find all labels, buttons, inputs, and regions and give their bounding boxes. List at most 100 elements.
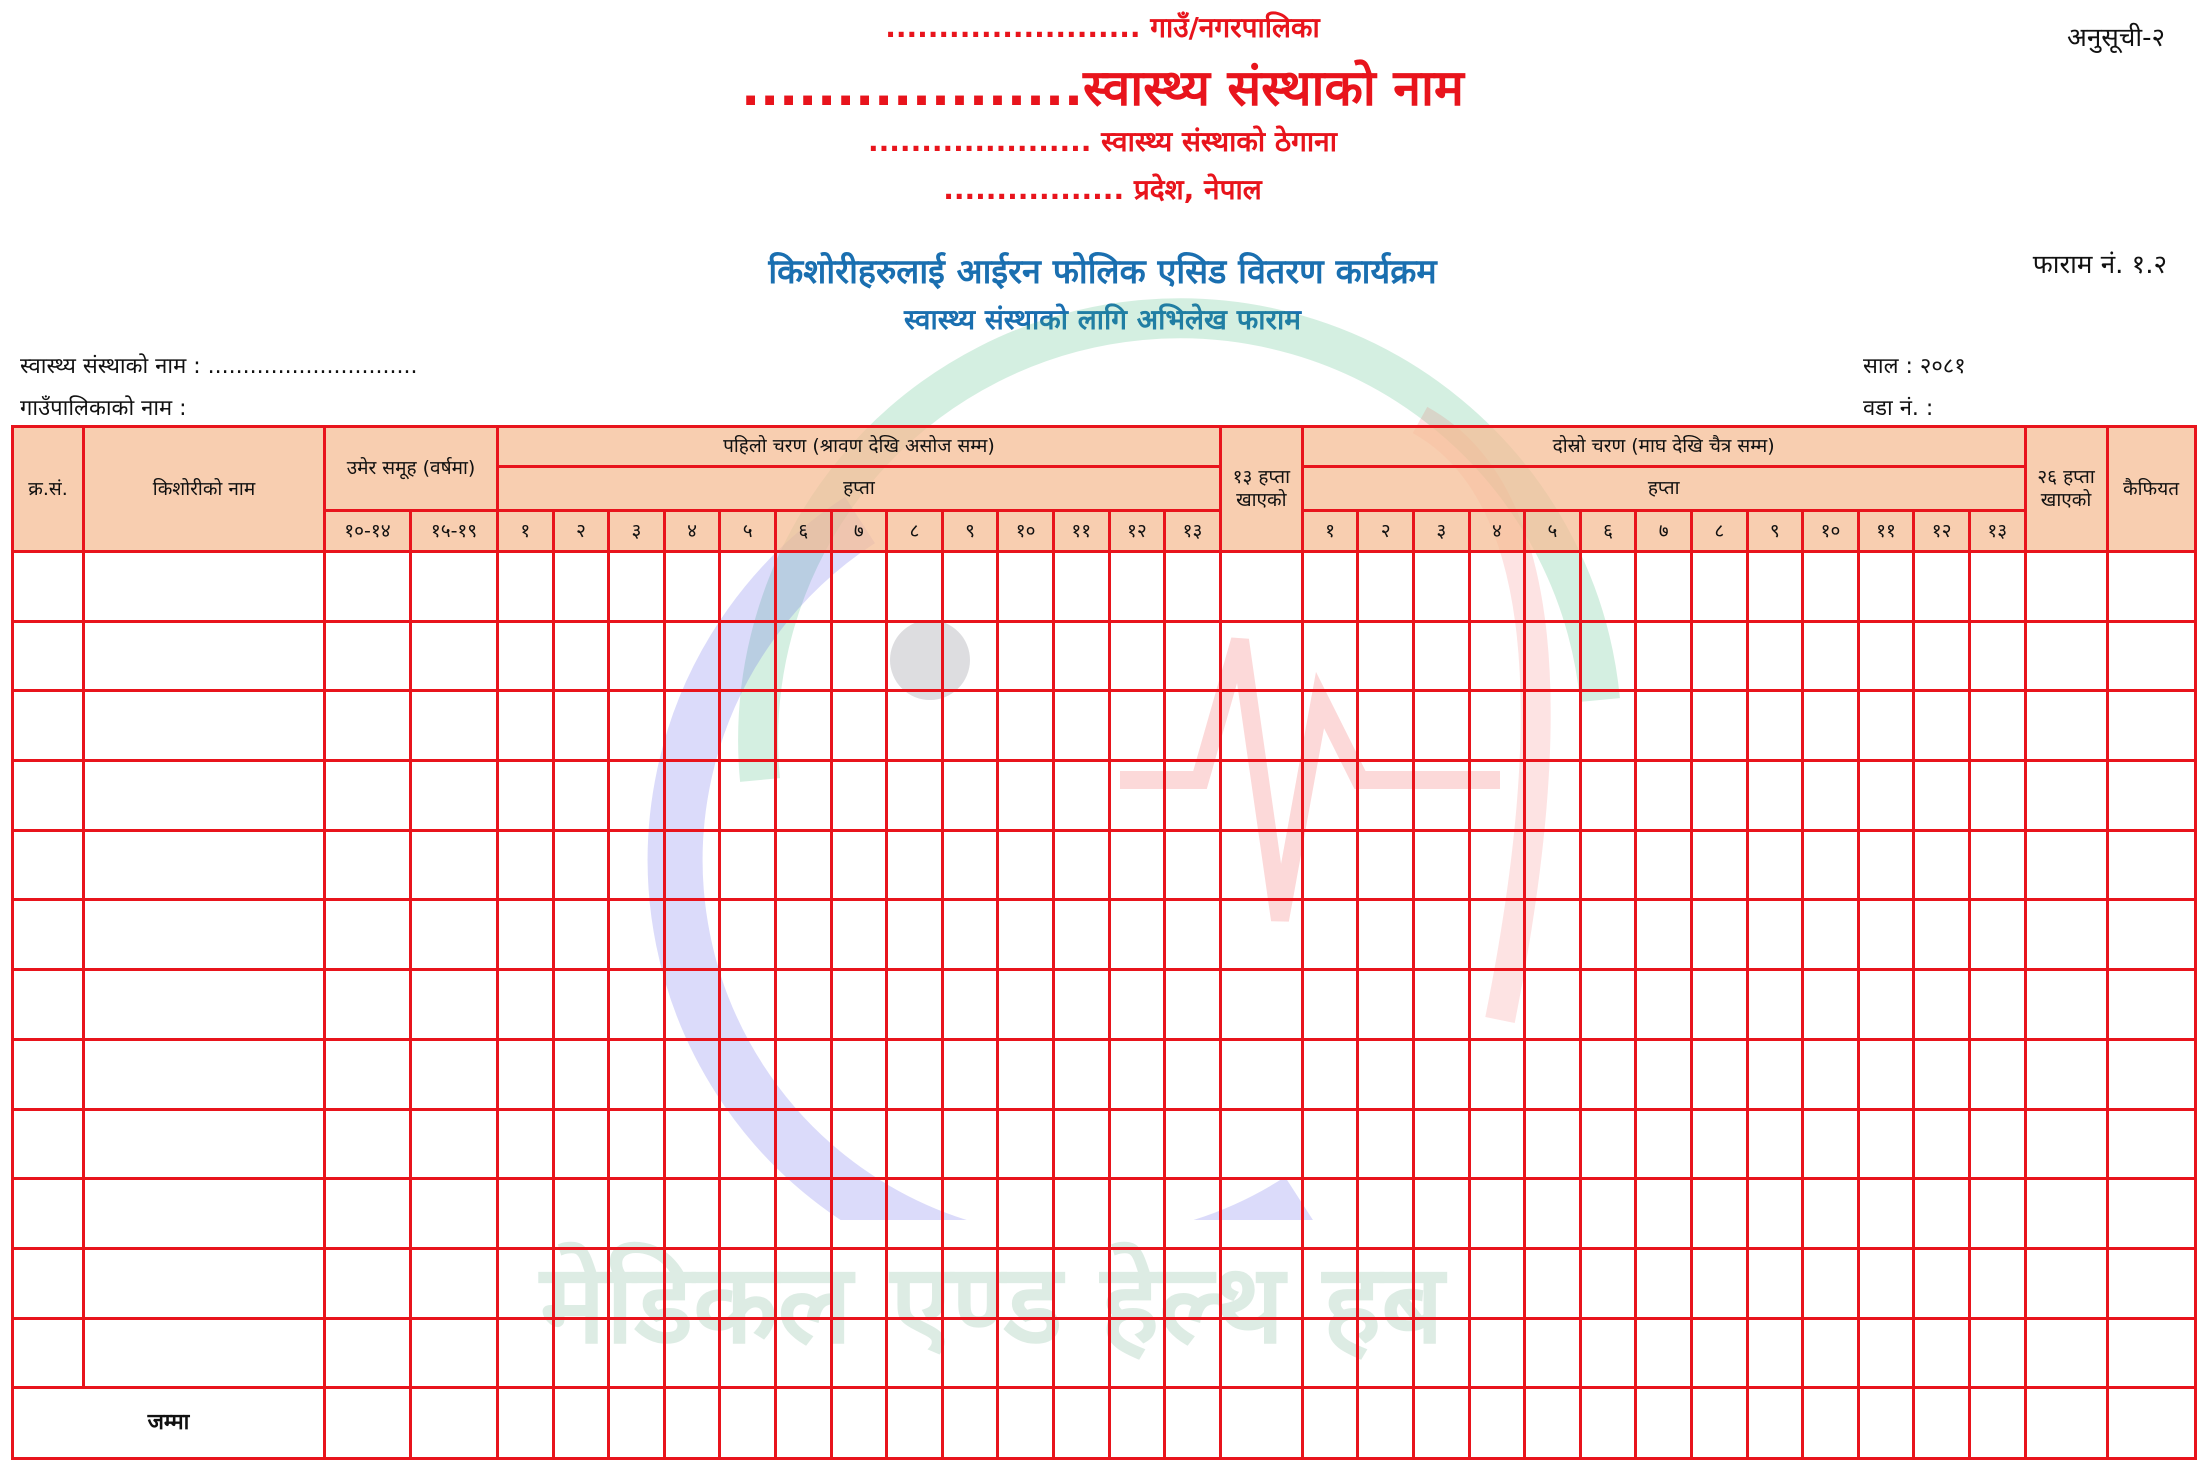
table-cell[interactable] [1218,550,1304,623]
table-cell[interactable] [718,689,777,763]
table-cell[interactable] [551,1107,611,1181]
table-cell[interactable] [1107,1246,1167,1320]
total-cell[interactable] [408,1386,500,1461]
table-cell[interactable] [718,550,777,623]
table-cell[interactable] [496,898,555,972]
table-cell[interactable] [1300,550,1360,623]
total-cell[interactable] [1801,1386,1860,1461]
table-cell[interactable] [1051,550,1111,623]
table-cell[interactable] [1967,1037,2027,1111]
table-cell[interactable] [496,1177,555,1250]
table-cell[interactable] [940,1246,1000,1320]
table-cell[interactable] [996,1246,1055,1320]
table-cell[interactable] [1218,1037,1304,1111]
table-cell[interactable] [1634,1177,1693,1250]
table-cell[interactable] [551,1246,611,1320]
table-cell[interactable] [773,550,833,623]
table-cell[interactable] [1578,759,1638,832]
table-cell[interactable] [11,550,85,623]
table-cell[interactable] [1163,759,1222,832]
table-cell[interactable] [1912,1316,1971,1390]
table-cell[interactable] [1467,689,1527,763]
total-cell[interactable] [1689,1386,1749,1461]
table-cell[interactable] [1163,1316,1222,1390]
table-cell[interactable] [1356,1107,1415,1181]
total-cell[interactable] [323,1386,412,1461]
table-cell[interactable] [1523,898,1582,972]
table-cell[interactable] [1745,619,1805,693]
table-cell[interactable] [1163,1107,1222,1181]
table-cell[interactable] [1300,1177,1360,1250]
table-cell[interactable] [1967,828,2027,902]
table-cell[interactable] [2023,828,2109,902]
table-cell[interactable] [2105,550,2197,623]
table-cell[interactable] [82,1316,326,1390]
table-cell[interactable] [1912,550,1971,623]
table-cell[interactable] [1218,759,1304,832]
table-cell[interactable] [323,1316,412,1390]
table-cell[interactable] [1689,619,1749,693]
total-cell[interactable] [662,1386,722,1461]
table-cell[interactable] [1523,968,1582,1041]
table-cell[interactable] [1634,898,1693,972]
table-cell[interactable] [1107,1107,1167,1181]
table-cell[interactable] [1218,1107,1304,1181]
table-cell[interactable] [1912,1177,1971,1250]
total-cell[interactable] [1300,1386,1360,1461]
table-cell[interactable] [323,1246,412,1320]
table-cell[interactable] [11,689,85,763]
table-cell[interactable] [1967,550,2027,623]
table-cell[interactable] [829,689,889,763]
table-cell[interactable] [718,828,777,902]
table-cell[interactable] [496,828,555,902]
table-cell[interactable] [718,1107,777,1181]
table-cell[interactable] [1051,1107,1111,1181]
table-cell[interactable] [773,689,833,763]
table-cell[interactable] [1051,1246,1111,1320]
table-cell[interactable] [1218,689,1304,763]
table-cell[interactable] [2023,1246,2109,1320]
total-cell[interactable] [1745,1386,1805,1461]
table-cell[interactable] [1634,689,1693,763]
table-cell[interactable] [1578,1316,1638,1390]
table-cell[interactable] [1912,1107,1971,1181]
table-cell[interactable] [885,1246,944,1320]
table-cell[interactable] [829,898,889,972]
table-cell[interactable] [607,898,666,972]
table-cell[interactable] [607,689,666,763]
table-cell[interactable] [773,968,833,1041]
table-cell[interactable] [1967,898,2027,972]
table-cell[interactable] [1163,1246,1222,1320]
total-cell[interactable] [1912,1386,1971,1461]
table-cell[interactable] [1467,619,1527,693]
table-cell[interactable] [1745,1246,1805,1320]
table-cell[interactable] [1912,1037,1971,1111]
table-cell[interactable] [607,968,666,1041]
table-cell[interactable] [996,1316,1055,1390]
table-cell[interactable] [2105,689,2197,763]
table-cell[interactable] [1689,1177,1749,1250]
table-cell[interactable] [1967,1177,2027,1250]
table-cell[interactable] [718,759,777,832]
table-cell[interactable] [2023,1316,2109,1390]
table-cell[interactable] [408,1316,500,1390]
table-cell[interactable] [885,689,944,763]
table-cell[interactable] [82,1177,326,1250]
table-cell[interactable] [607,1177,666,1250]
table-cell[interactable] [1967,619,2027,693]
table-cell[interactable] [1412,1037,1471,1111]
table-cell[interactable] [1412,1316,1471,1390]
table-cell[interactable] [996,689,1055,763]
table-cell[interactable] [1689,1246,1749,1320]
table-cell[interactable] [829,828,889,902]
table-cell[interactable] [1856,1316,1916,1390]
table-cell[interactable] [1745,759,1805,832]
table-cell[interactable] [1412,619,1471,693]
total-cell[interactable] [1856,1386,1916,1461]
table-cell[interactable] [1634,968,1693,1041]
table-cell[interactable] [1578,898,1638,972]
total-cell[interactable] [1356,1386,1415,1461]
table-cell[interactable] [1163,1037,1222,1111]
table-cell[interactable] [885,1037,944,1111]
table-cell[interactable] [551,759,611,832]
